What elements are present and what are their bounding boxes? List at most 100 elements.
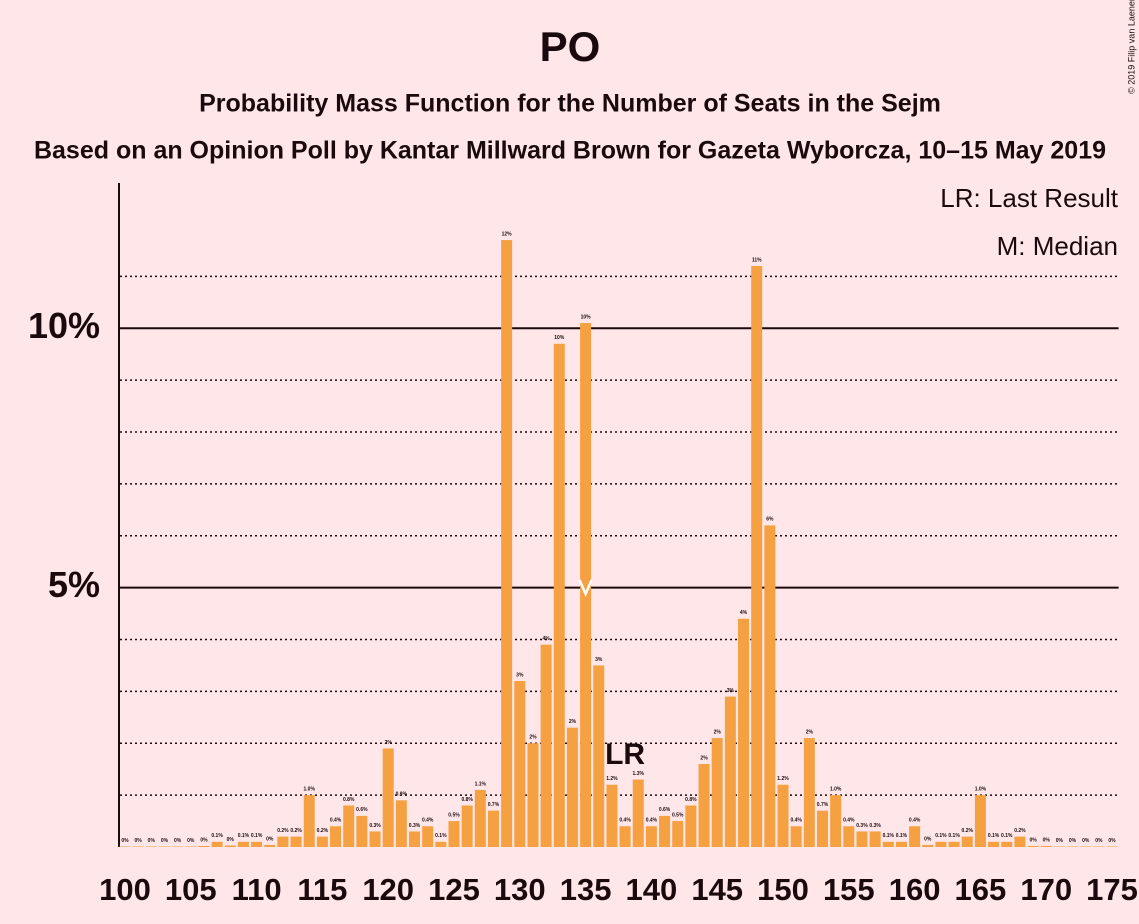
value-label: 0.8%: [343, 797, 355, 803]
value-label: 0.9%: [396, 792, 408, 798]
bar: [487, 810, 499, 847]
bar: [422, 826, 434, 847]
bar: [514, 681, 526, 847]
value-label: 0%: [266, 836, 274, 842]
value-label: 0.1%: [935, 833, 947, 839]
value-label: 10%: [554, 335, 565, 341]
bar: [435, 841, 447, 847]
bar: [856, 831, 868, 847]
value-label: 0.4%: [619, 818, 631, 824]
bar: [751, 266, 763, 847]
bar: [540, 644, 552, 847]
value-label: 2%: [529, 735, 537, 741]
bar: [659, 815, 671, 847]
bar: [251, 841, 263, 847]
value-label: 0%: [148, 838, 156, 844]
bar: [290, 836, 302, 847]
bar: [330, 826, 342, 847]
value-label: 0.4%: [909, 818, 921, 824]
value-label: 1.2%: [606, 776, 618, 782]
value-label: 2%: [714, 729, 722, 735]
y-tick-label: 10%: [28, 305, 100, 346]
bar: [553, 343, 565, 847]
value-label: 0.4%: [646, 818, 658, 824]
bar: [593, 665, 605, 847]
copyright: © 2019 Filip van Laenen: [1126, 0, 1136, 94]
bar: [356, 815, 368, 847]
bar: [698, 764, 710, 847]
bar: [777, 784, 789, 847]
bar: [1027, 845, 1039, 847]
value-label: 0.1%: [948, 833, 960, 839]
bar: [527, 743, 539, 847]
x-tick-label: 155: [823, 872, 875, 907]
x-tick-label: 160: [889, 872, 941, 907]
value-label: 0%: [1069, 838, 1077, 844]
value-label: 0.3%: [409, 823, 421, 829]
value-label: 0.2%: [1014, 828, 1026, 834]
value-label: 0%: [924, 836, 932, 842]
bar: [277, 836, 289, 847]
value-label: 0%: [1082, 838, 1090, 844]
value-label: 0.4%: [422, 818, 434, 824]
value-label: 0%: [161, 838, 169, 844]
bar: [1001, 841, 1013, 847]
bar: [1040, 845, 1052, 847]
bar: [448, 821, 460, 847]
bar: [461, 805, 473, 847]
bar: [764, 525, 776, 847]
value-label: 0%: [121, 838, 129, 844]
bar: [922, 844, 934, 847]
bar: [738, 618, 750, 847]
value-label: 2%: [806, 729, 814, 735]
bar: [816, 810, 828, 847]
value-label: 0.4%: [843, 818, 855, 824]
value-label: 0%: [135, 838, 143, 844]
value-label: 0.1%: [238, 833, 250, 839]
median-marker: [578, 579, 593, 598]
value-label: 3%: [727, 688, 735, 694]
value-label: 0.4%: [330, 818, 342, 824]
bar: [1053, 846, 1065, 847]
bar: [685, 805, 697, 847]
x-tick-label: 140: [626, 872, 678, 907]
value-label: 1.0%: [830, 786, 842, 792]
value-label: 1.3%: [633, 771, 645, 777]
value-label: 2%: [569, 719, 577, 725]
value-label: 0.8%: [461, 797, 473, 803]
bar: [935, 841, 947, 847]
value-label: 0.1%: [988, 833, 1000, 839]
bar: [803, 738, 815, 847]
bar: [645, 826, 657, 847]
value-label: 0%: [187, 838, 195, 844]
value-label: 4%: [740, 610, 748, 616]
y-tick-label: 5%: [48, 564, 100, 605]
bar: [1067, 846, 1079, 847]
value-label: 0.3%: [369, 823, 381, 829]
bar: [843, 826, 855, 847]
x-tick-label: 100: [99, 872, 151, 907]
value-label: 3%: [516, 672, 524, 678]
bar: [988, 841, 1000, 847]
bar: [145, 846, 157, 847]
value-label: 2%: [385, 740, 393, 746]
value-label: 6%: [766, 517, 774, 523]
bar: [211, 841, 223, 847]
value-label: 0.4%: [790, 818, 802, 824]
value-label: 0.1%: [1001, 833, 1013, 839]
value-label: 10%: [581, 314, 592, 320]
x-tick-label: 165: [955, 872, 1007, 907]
x-tick-label: 130: [494, 872, 546, 907]
value-label: 3%: [595, 657, 603, 663]
value-label: 0.2%: [290, 828, 302, 834]
bar: [395, 800, 407, 847]
bar: [158, 846, 170, 847]
value-label: 2%: [700, 755, 708, 761]
value-label: 0%: [1029, 837, 1037, 843]
value-label: 0.7%: [488, 802, 500, 808]
bar: [409, 831, 421, 847]
bar: [711, 738, 723, 847]
bar: [909, 826, 921, 847]
bar: [632, 779, 644, 847]
bar: [580, 323, 592, 847]
